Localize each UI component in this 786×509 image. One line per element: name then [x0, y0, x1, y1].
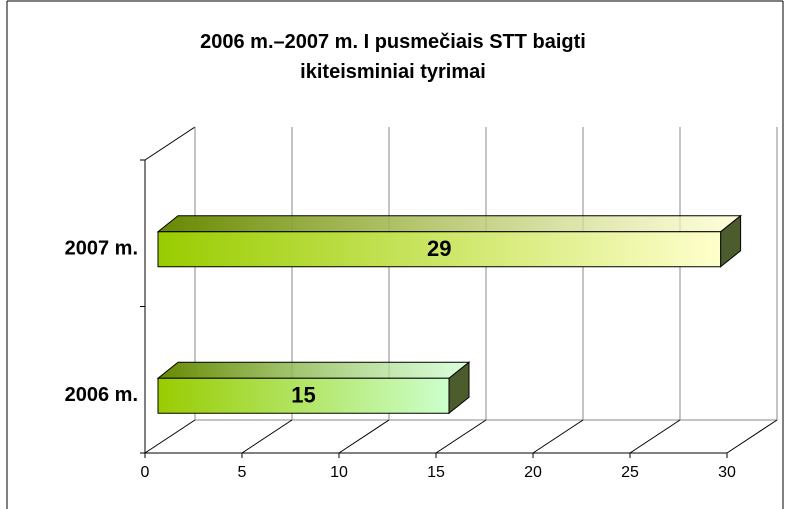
grid-line — [241, 419, 293, 454]
wall-edge — [144, 126, 196, 161]
value-label: 15 — [291, 383, 315, 408]
bar — [157, 377, 450, 414]
bar-top — [156, 361, 471, 379]
y-tick-label: 2006 m. — [65, 384, 138, 406]
grid-line — [629, 419, 681, 454]
grid-line — [726, 419, 778, 454]
grid-line — [338, 419, 390, 454]
x-tick-label: 10 — [330, 464, 348, 481]
x-tick-label: 0 — [141, 464, 150, 481]
x-tick-label: 30 — [718, 464, 736, 481]
grid-line — [532, 419, 584, 454]
chart-title: 2006 m.–2007 m. I pusmečiais STT baigti … — [200, 31, 586, 83]
x-tick-label: 5 — [238, 464, 247, 481]
bar — [157, 231, 722, 268]
grid-line — [144, 419, 196, 454]
y-tick-label: 2007 m. — [65, 238, 138, 260]
value-label: 29 — [427, 236, 451, 261]
bar-top — [156, 215, 743, 233]
x-tick-label: 25 — [621, 464, 639, 481]
x-tick-label: 15 — [427, 464, 445, 481]
grid-line — [435, 419, 487, 454]
x-tick-label: 20 — [524, 464, 542, 481]
